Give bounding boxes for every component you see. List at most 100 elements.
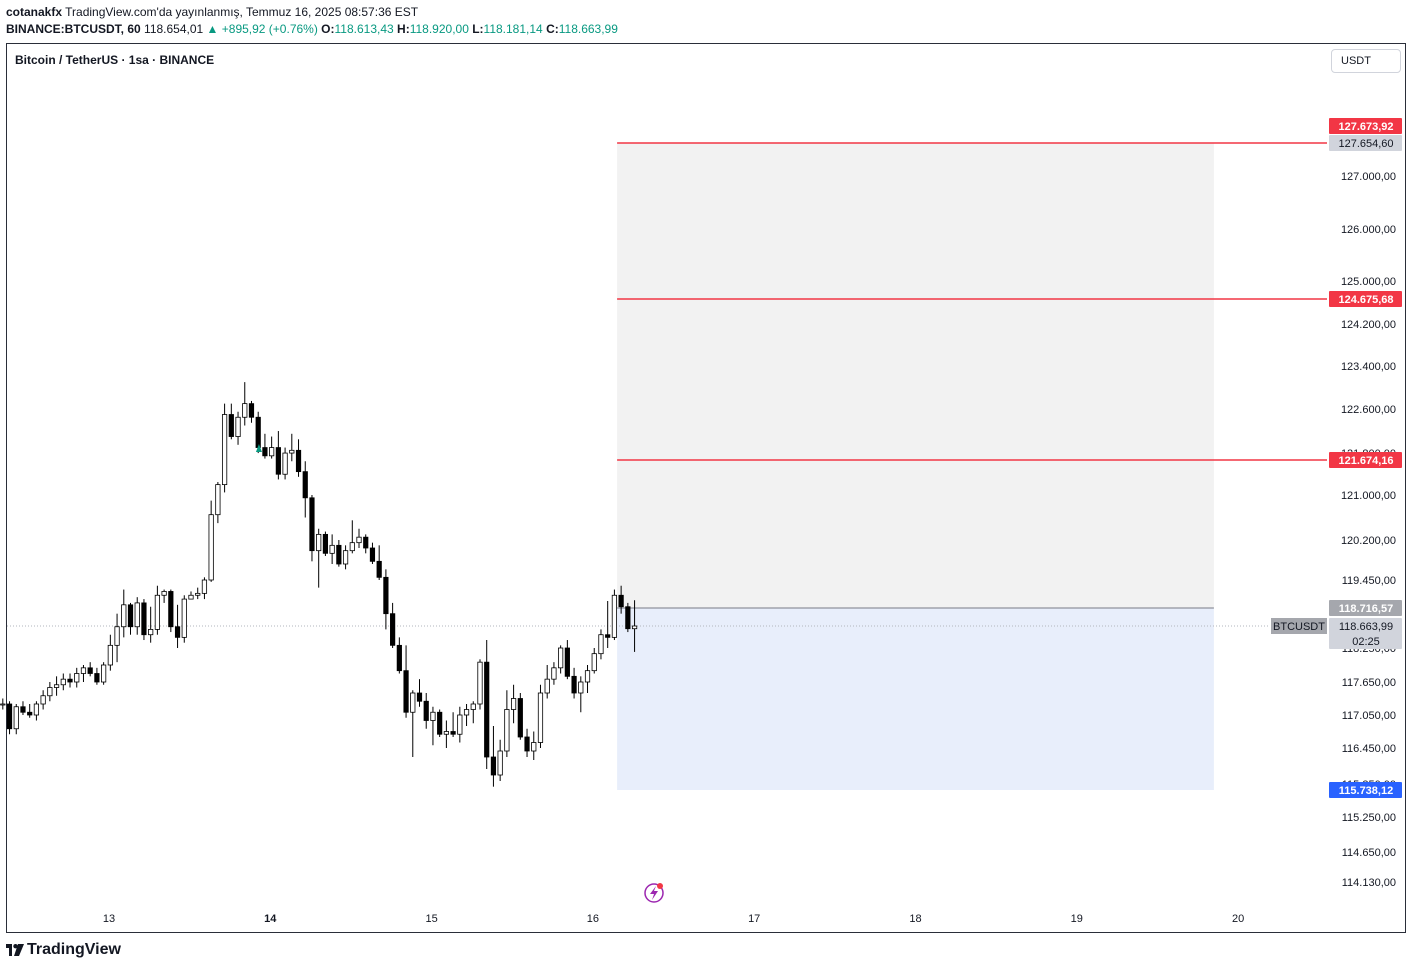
price-label-bg xyxy=(1329,633,1402,649)
candle-body xyxy=(94,673,100,683)
price-label-text: 02:25 xyxy=(1352,636,1380,648)
candle xyxy=(504,690,510,757)
candle-body xyxy=(74,673,80,683)
candle xyxy=(148,606,154,643)
candle-body xyxy=(154,594,160,630)
price-label-text: 118.663,99 xyxy=(1339,621,1393,633)
candle-body xyxy=(450,731,456,735)
stop-zone[interactable] xyxy=(617,608,1214,790)
candle xyxy=(174,604,181,648)
candle xyxy=(161,589,167,603)
candle-body xyxy=(342,550,349,565)
candle xyxy=(376,545,382,580)
candle-body xyxy=(463,709,470,716)
x-tick-label: 17 xyxy=(748,913,760,925)
candle xyxy=(262,433,268,459)
candle-body xyxy=(20,706,26,713)
candle xyxy=(625,602,631,633)
candle-body xyxy=(141,602,147,636)
candle xyxy=(584,665,591,693)
candle xyxy=(611,589,618,641)
y-tick-label: 120.200,00 xyxy=(1341,535,1396,547)
candle xyxy=(571,667,577,699)
candle xyxy=(67,673,73,688)
price-label: 127.673,92 xyxy=(1329,118,1402,134)
candle xyxy=(416,679,423,707)
candle-body xyxy=(524,736,530,752)
candle xyxy=(195,587,201,600)
candle xyxy=(269,436,275,459)
candle xyxy=(390,602,396,648)
candle xyxy=(356,528,362,548)
candle-body xyxy=(497,750,503,776)
candle-body xyxy=(437,711,443,735)
candle-body xyxy=(53,684,60,688)
tradingview-logo-icon xyxy=(6,944,24,956)
x-tick-label: 14 xyxy=(264,913,277,925)
tradingview-logo[interactable]: TradingView xyxy=(6,941,121,959)
candle xyxy=(369,542,376,564)
x-tick-label: 15 xyxy=(425,913,437,925)
candle-body xyxy=(369,547,376,562)
candle xyxy=(295,439,302,477)
candle-body xyxy=(470,703,476,710)
candle-body xyxy=(302,471,308,499)
candle-body xyxy=(0,703,6,706)
lightning-icon[interactable] xyxy=(644,883,664,903)
target-zone[interactable] xyxy=(617,143,1214,608)
candle xyxy=(450,712,456,737)
candle xyxy=(631,600,638,652)
candle-body xyxy=(363,536,369,549)
candle-body xyxy=(584,670,591,683)
candle-body xyxy=(457,714,463,735)
candle-body xyxy=(134,602,140,628)
candle-body xyxy=(356,536,362,544)
candle xyxy=(430,706,436,746)
candle-body xyxy=(578,681,584,694)
candle xyxy=(605,600,611,648)
candle xyxy=(484,640,490,769)
candle xyxy=(121,589,127,638)
candle-body xyxy=(443,731,449,735)
candle-body xyxy=(228,414,234,437)
candle-body xyxy=(591,653,597,672)
candle xyxy=(127,602,134,635)
price-label: 127.654,60 xyxy=(1329,135,1402,151)
candle-body xyxy=(598,634,604,655)
chart-frame xyxy=(6,43,1406,933)
author-name[interactable]: cotanakfx xyxy=(6,5,63,19)
y-tick-label: 125.000,00 xyxy=(1341,276,1396,288)
candle xyxy=(342,545,349,570)
price-label: 02:25 xyxy=(1329,633,1402,649)
candle-body xyxy=(322,533,329,554)
candle-body xyxy=(336,544,342,565)
candle xyxy=(53,676,60,696)
candle-body xyxy=(396,644,402,672)
candle xyxy=(181,595,187,643)
candle-body xyxy=(551,667,557,680)
price-label-text: 121.674,16 xyxy=(1338,455,1393,467)
candle-body xyxy=(87,667,93,674)
low-value: 118.181,14 xyxy=(483,22,543,36)
price-label: 124.675,68 xyxy=(1329,291,1402,307)
candle xyxy=(6,701,13,735)
candle xyxy=(322,531,329,556)
y-tick-label: 116.450,00 xyxy=(1342,743,1396,755)
price-label-bg xyxy=(1329,600,1402,616)
x-tick-label: 20 xyxy=(1232,913,1244,925)
price-label: 118.716,57 xyxy=(1329,600,1402,616)
candle xyxy=(423,693,429,729)
currency-button[interactable]: USDT xyxy=(1331,49,1401,73)
ohlc-legend: BINANCE:BTCUSDT, 60 118.654,01 ▲ +895,92… xyxy=(6,22,618,36)
x-tick-label: 16 xyxy=(587,913,599,925)
candle xyxy=(457,706,463,743)
y-tick-label: 121.000,00 xyxy=(1341,490,1396,502)
y-tick-label: 117.050,00 xyxy=(1342,710,1396,722)
candle-body xyxy=(40,695,46,705)
last-price: 118.654,01 xyxy=(144,22,204,36)
candle xyxy=(551,662,557,685)
candle-body xyxy=(67,678,73,683)
y-tick-label: 117.650,00 xyxy=(1342,677,1396,689)
candle-body xyxy=(390,613,396,646)
